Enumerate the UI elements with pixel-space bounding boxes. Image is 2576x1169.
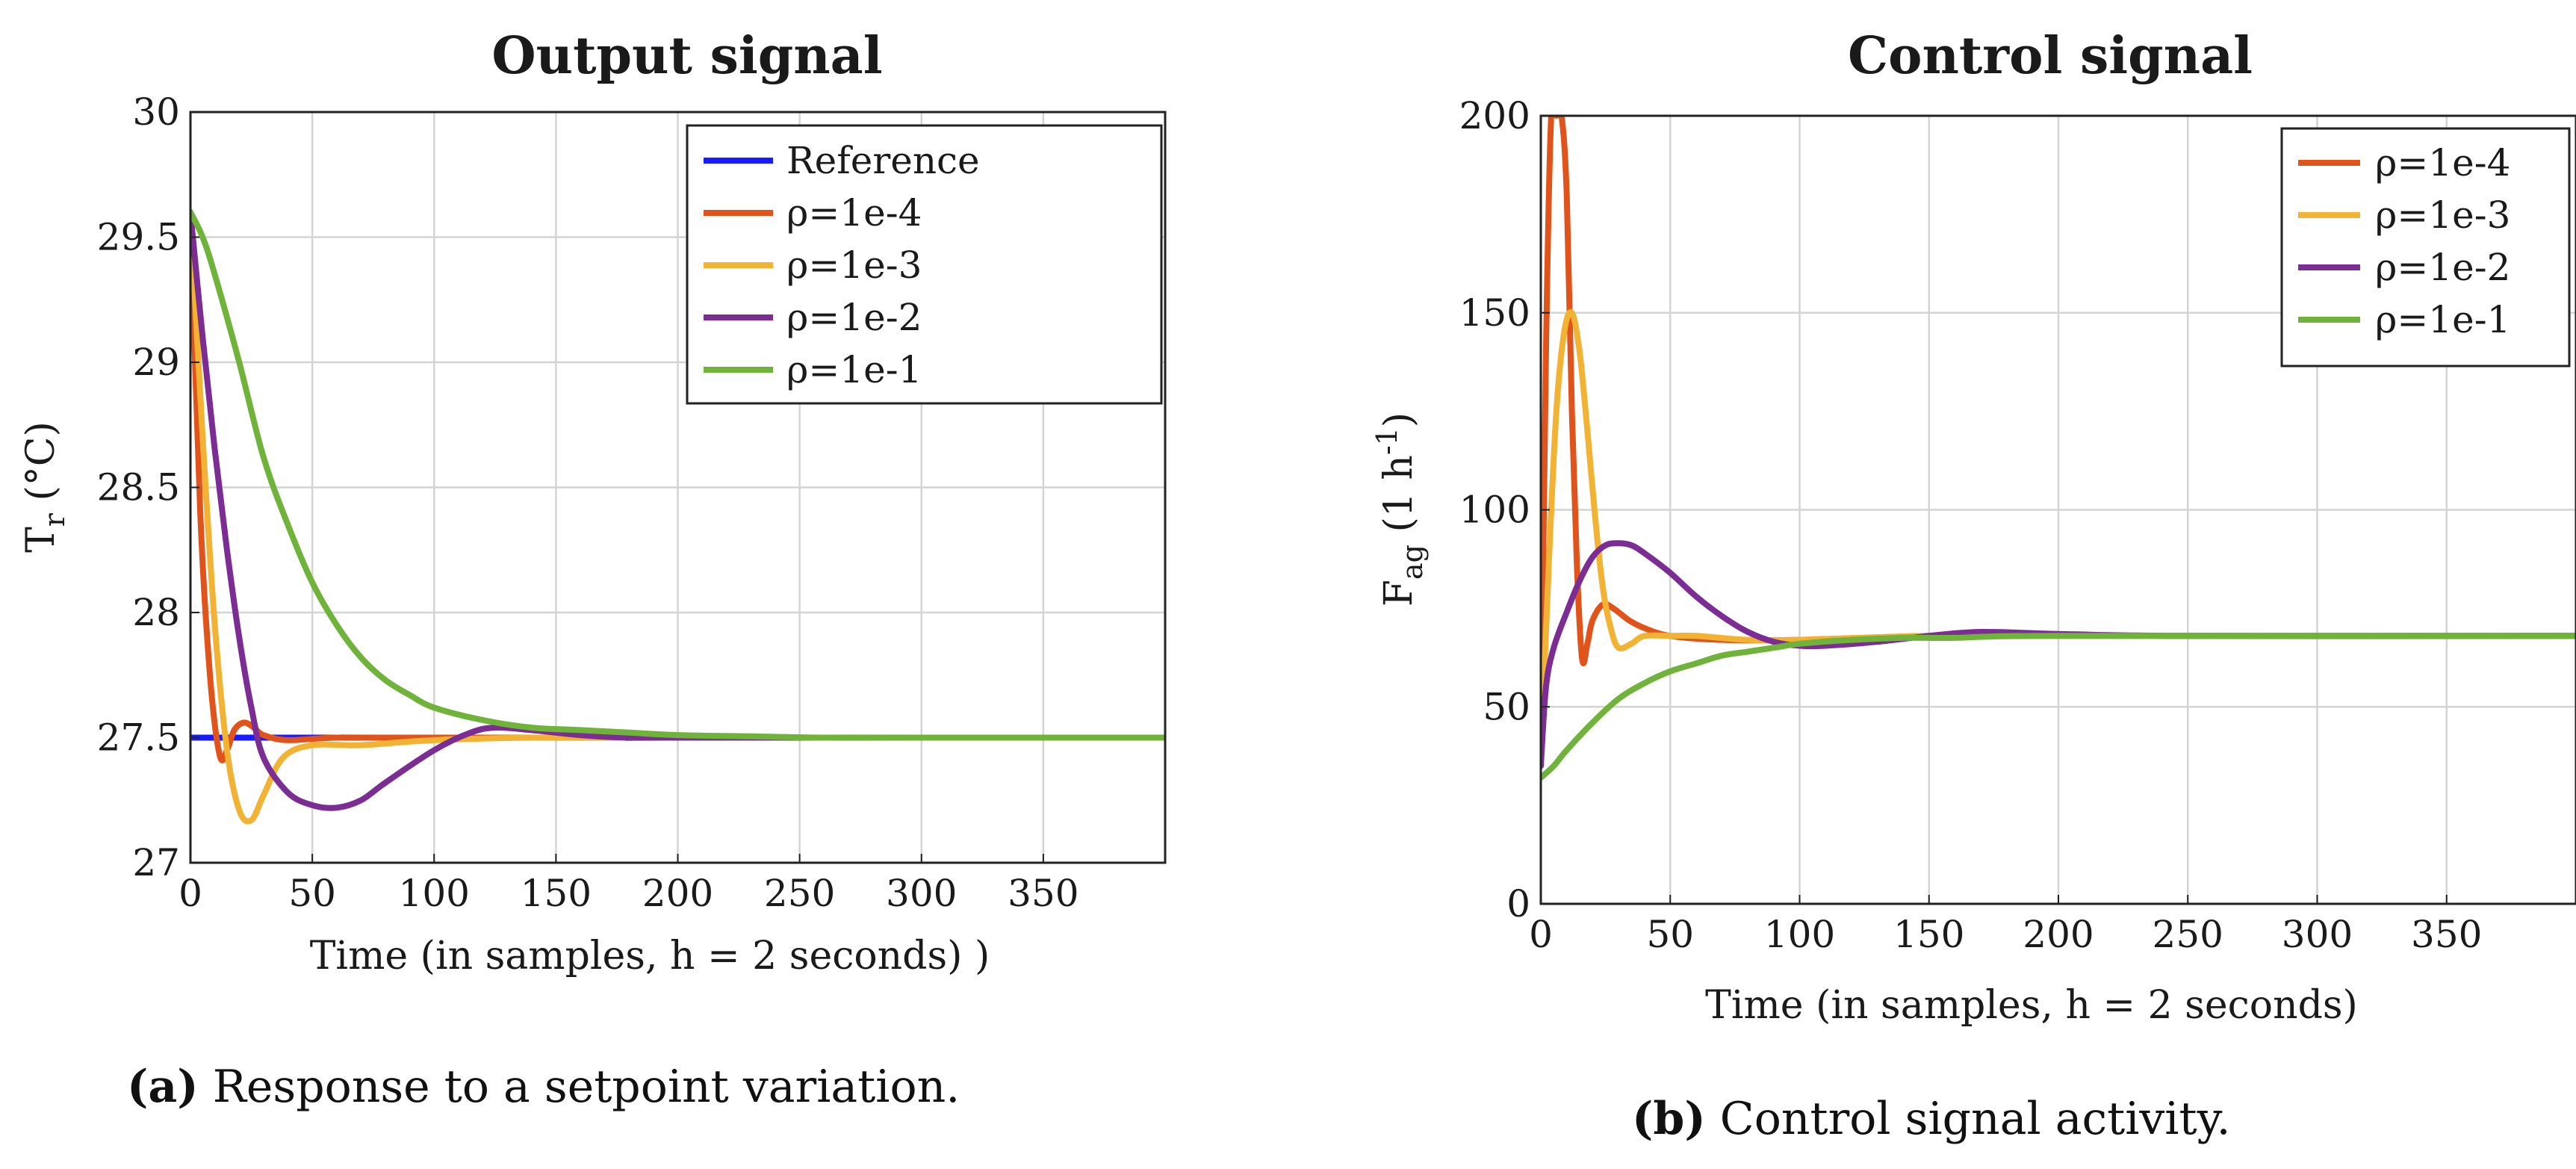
x-tick-label: 100 (1764, 913, 1835, 956)
x-tick-label: 50 (288, 872, 336, 915)
x-axis-label: Time (in samples, h = 2 seconds) (1705, 983, 2358, 1028)
caption-tag: (a) (127, 1061, 199, 1113)
legend-label: ρ=1e-2 (786, 296, 922, 339)
output-signal-chart: Output signal 0 50 100 150 200 250 300 350 27 27.… (19, 26, 1167, 979)
series-group (190, 209, 1165, 825)
legend-label: ρ=1e-4 (2375, 141, 2510, 185)
x-tick-label: 0 (1529, 913, 1553, 956)
y-tick-label: 150 (1459, 291, 1530, 335)
x-tick-label: 350 (2411, 913, 2482, 956)
control-signal-chart: Control signal 0 50 100 150 200 250 300 350 0 50 1… (1371, 26, 2576, 1028)
tick-labels: 0 50 100 150 200 250 300 350 27 27.5 28 28.5 29 29.5 3… (97, 90, 1079, 915)
x-tick-label: 350 (1008, 872, 1078, 915)
chart-title: Control signal (1848, 26, 2253, 86)
x-tick-label: 300 (2282, 913, 2353, 956)
y-tick-label: 28 (132, 591, 180, 634)
caption-text: Response to a setpoint variation. (198, 1061, 960, 1113)
chart-title: Output signal (491, 26, 882, 86)
legend-label: ρ=1e-1 (786, 348, 922, 391)
series-line-rho-1e2 (190, 209, 1165, 811)
x-tick-label: 250 (764, 872, 835, 915)
x-tick-label: 50 (1646, 913, 1694, 956)
legend-label: ρ=1e-3 (2375, 193, 2510, 237)
y-axis-label: Tr (°C) (19, 421, 71, 553)
caption-tag: (b) (1632, 1093, 1706, 1145)
x-tick-label: 200 (2023, 913, 2094, 956)
y-tick-label: 28.5 (97, 466, 180, 509)
legend: ρ=1e-4 ρ=1e-3 ρ=1e-2 ρ=1e-1 (2280, 127, 2571, 368)
tick-labels: 0 50 100 150 200 250 300 350 0 50 100 150 200 (1459, 94, 2483, 956)
y-tick-label: 27 (132, 841, 180, 884)
x-tick-label: 0 (179, 872, 202, 915)
legend-label: ρ=1e-2 (2375, 246, 2510, 289)
caption-b: (b) Control signal activity. (1632, 1093, 2231, 1145)
y-axis-label: Fag (1 h-1) (1371, 412, 1429, 607)
y-tick-label: 30 (132, 90, 180, 134)
y-tick-label: 100 (1459, 489, 1530, 532)
x-tick-label: 250 (2153, 913, 2223, 956)
y-tick-label: 29 (132, 341, 180, 384)
series-line-rho-1e1 (190, 209, 1165, 741)
caption-text: Control signal activity. (1705, 1093, 2231, 1145)
legend-label: ρ=1e-3 (786, 244, 922, 287)
y-tick-label: 200 (1459, 94, 1530, 137)
series-group (1541, 116, 2576, 781)
y-tick-label: 27.5 (97, 716, 180, 760)
legend-label: ρ=1e-4 (786, 191, 922, 235)
x-tick-label: 300 (886, 872, 957, 915)
x-tick-label: 150 (1893, 913, 1964, 956)
legend-label: Reference (786, 139, 980, 182)
y-tick-label: 50 (1483, 685, 1530, 728)
caption-a: (a) Response to a setpoint variation. (127, 1061, 960, 1113)
series-line-rho-1e1 (1541, 633, 2576, 781)
legend-box (2280, 127, 2571, 368)
x-tick-label: 200 (642, 872, 713, 915)
y-tick-label: 29.5 (97, 216, 180, 259)
x-tick-label: 100 (399, 872, 470, 915)
legend-label: ρ=1e-1 (2375, 298, 2510, 341)
y-tick-label: 0 (1506, 882, 1530, 925)
x-axis-label: Time (in samples, h = 2 seconds) ) (310, 934, 990, 979)
x-tick-label: 150 (521, 872, 592, 915)
legend: Reference ρ=1e-4 ρ=1e-3 ρ=1e-2 ρ=1e-1 (686, 124, 1163, 405)
